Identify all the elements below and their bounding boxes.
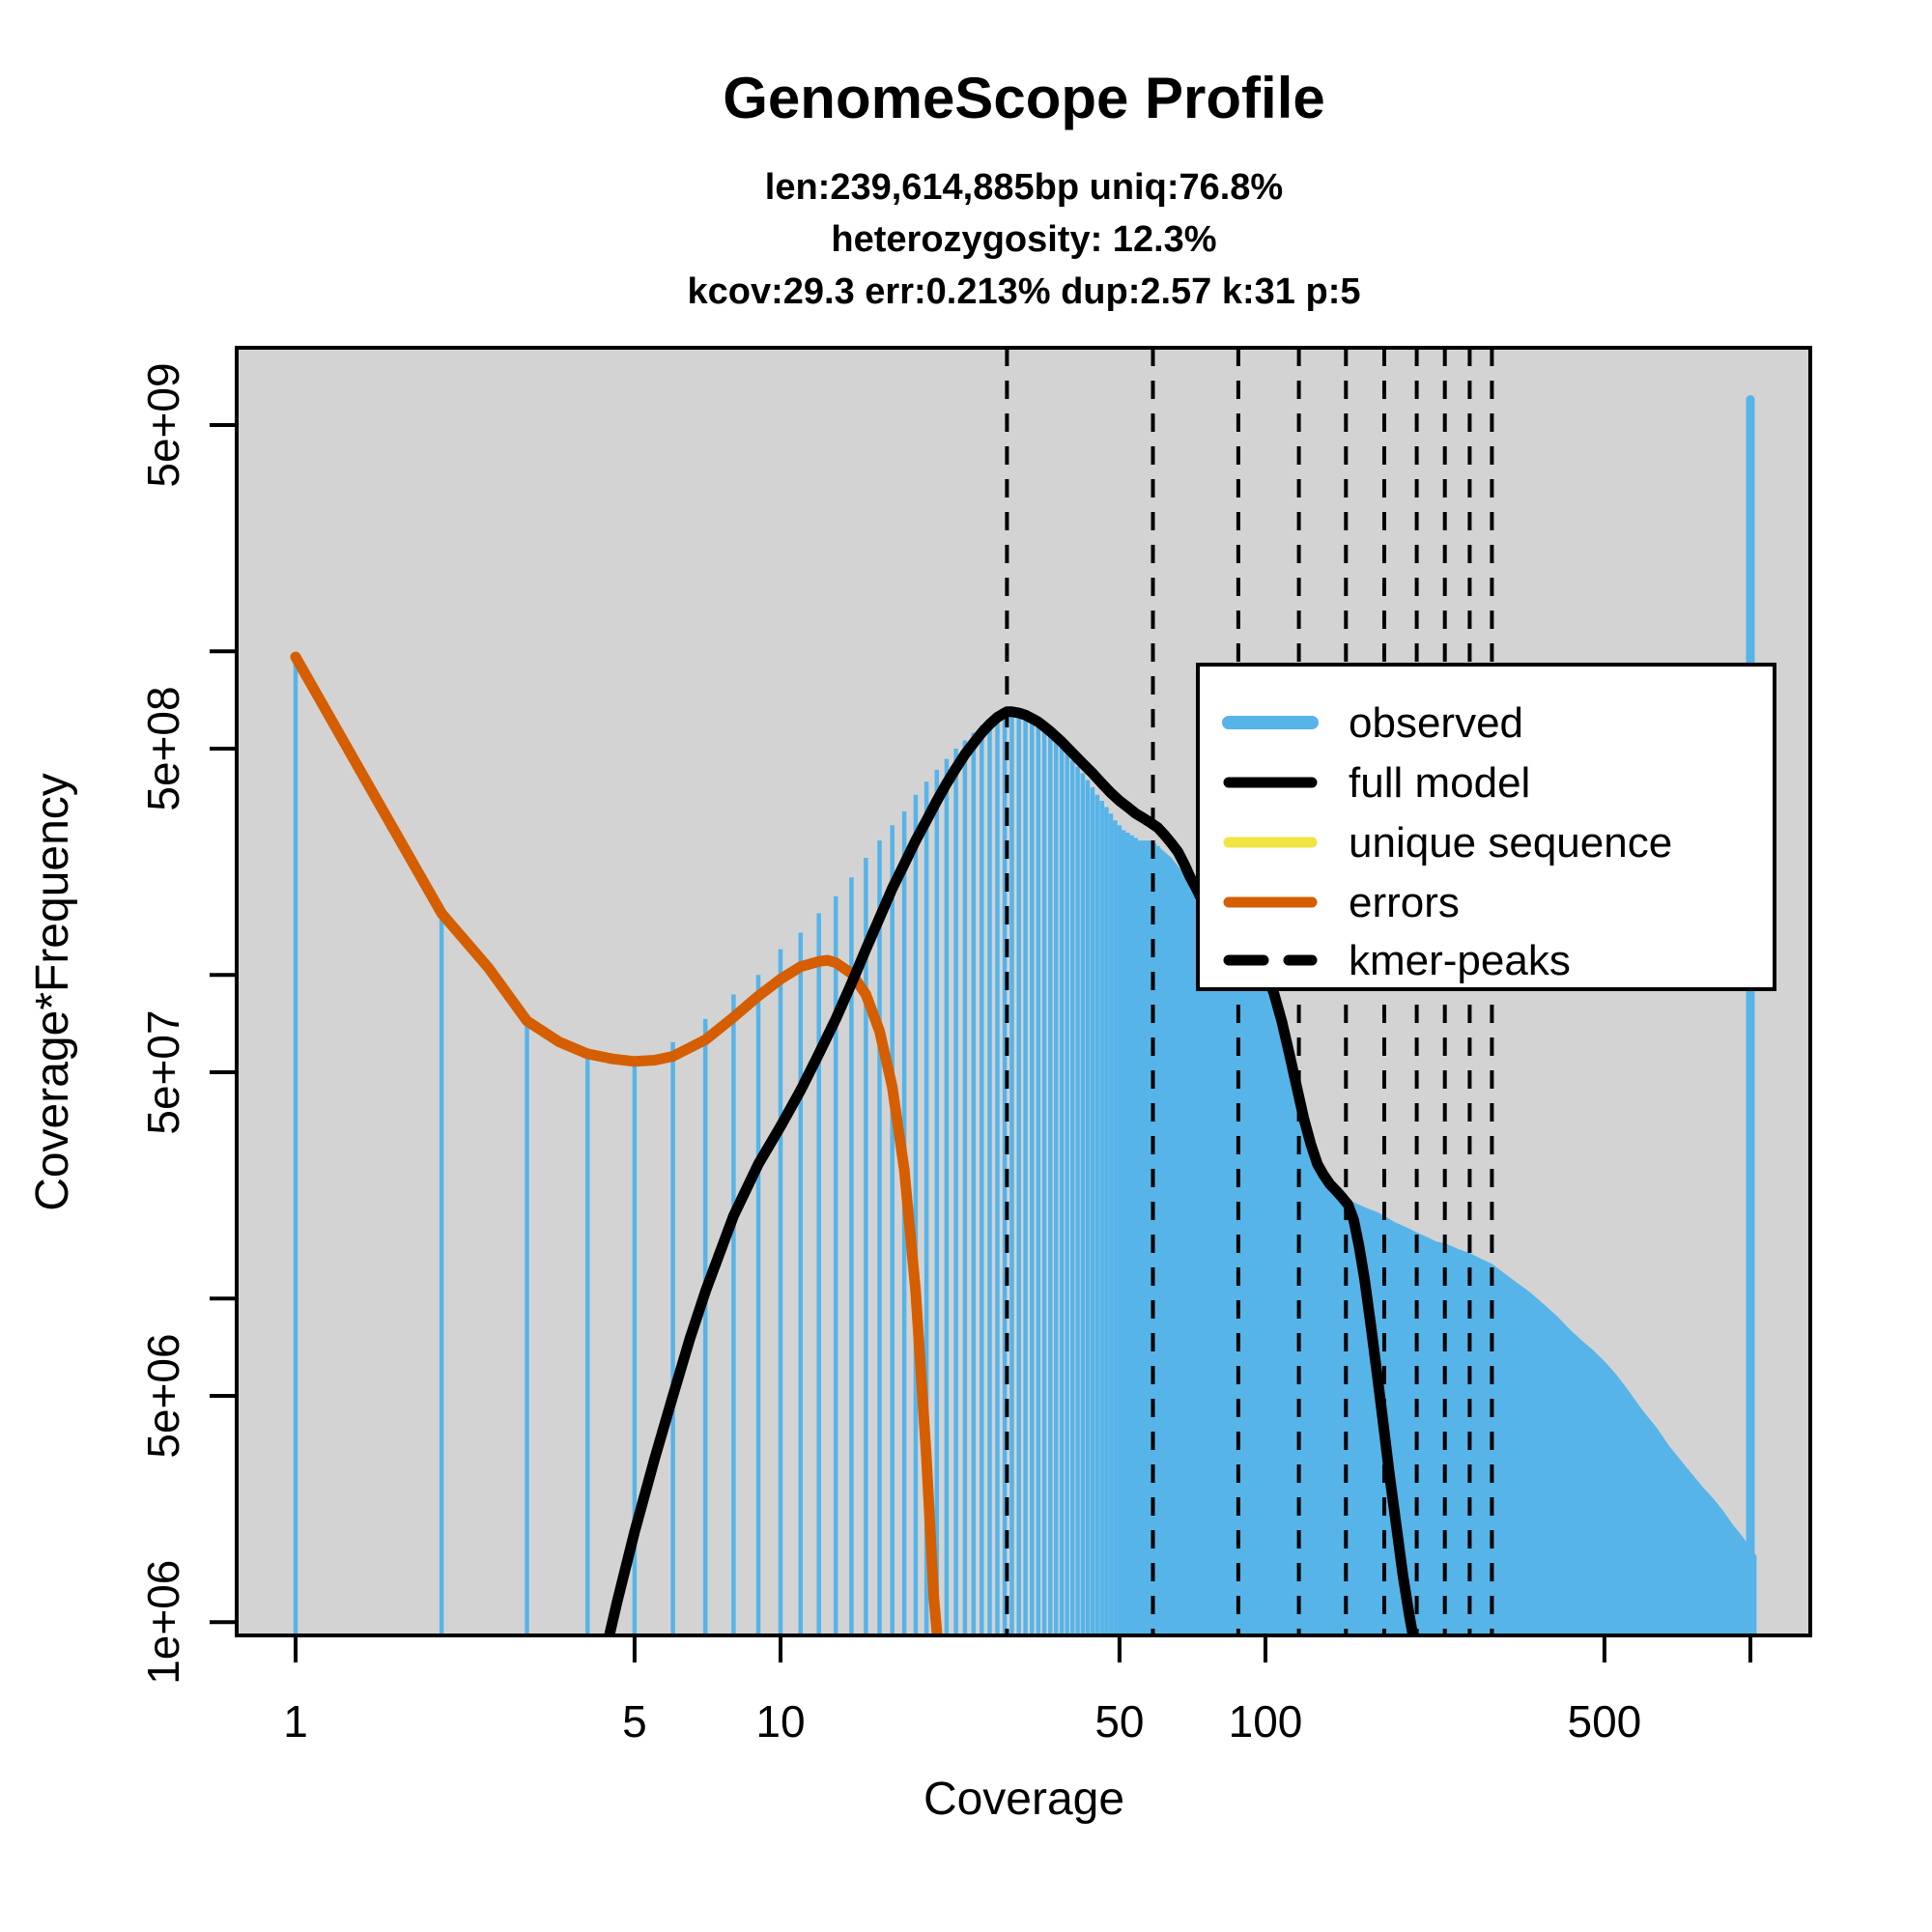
- axes: 1 5 10 50 100 500 1e+06 5e+06 5e+07 5e+08 5e+09: [138, 362, 1752, 1747]
- data-layers: [290, 348, 1757, 1635]
- legend-label-full-model: full model: [1349, 759, 1530, 807]
- x-tick-label: 100: [1229, 1696, 1303, 1747]
- y-tick-label: 5e+06: [138, 1333, 188, 1458]
- y-tick-label: 5e+09: [138, 362, 188, 487]
- x-tick-label: 10: [755, 1696, 805, 1747]
- plot-border: [235, 346, 1812, 1637]
- y-axis-title: Coverage*Frequency: [27, 773, 78, 1211]
- y-tick-label: 5e+08: [138, 686, 188, 810]
- errors-curve: [290, 651, 943, 1635]
- kmer-peak-lines: [1005, 348, 1494, 1635]
- stats-line-2: heterozygosity: 12.3%: [831, 219, 1216, 260]
- stats-line-1: len:239,614,885bp uniq:76.8%: [765, 167, 1283, 208]
- x-tick-label: 1: [283, 1696, 308, 1747]
- chart-title: GenomeScope Profile: [723, 66, 1325, 130]
- x-tick-label: 500: [1568, 1696, 1642, 1747]
- x-axis-title: Coverage: [923, 1774, 1124, 1825]
- x-tick-label: 50: [1094, 1696, 1144, 1747]
- x-axis: 1 5 10 50 100 500: [283, 1635, 1752, 1747]
- x-tick-label: 5: [622, 1696, 647, 1747]
- legend-label-errors: errors: [1349, 879, 1460, 926]
- legend-label-observed: observed: [1349, 699, 1523, 747]
- y-tick-label: 1e+06: [138, 1560, 188, 1685]
- stats-line-3: kcov:29.3 err:0.213% dup:2.57 k:31 p:5: [687, 271, 1360, 312]
- legend-label-unique-sequence: unique sequence: [1349, 819, 1672, 867]
- legend: observed full model unique sequence errors k…: [1196, 663, 1776, 991]
- legend-label-kmer-peaks: kmer-peaks: [1349, 937, 1571, 984]
- full-model-curve: [604, 706, 1419, 1635]
- observed-bars: [293, 657, 1160, 1635]
- observed-envelope: [1157, 845, 1757, 1635]
- y-axis: 1e+06 5e+06 5e+07 5e+08 5e+09: [138, 362, 237, 1685]
- y-tick-label: 5e+07: [138, 1009, 188, 1134]
